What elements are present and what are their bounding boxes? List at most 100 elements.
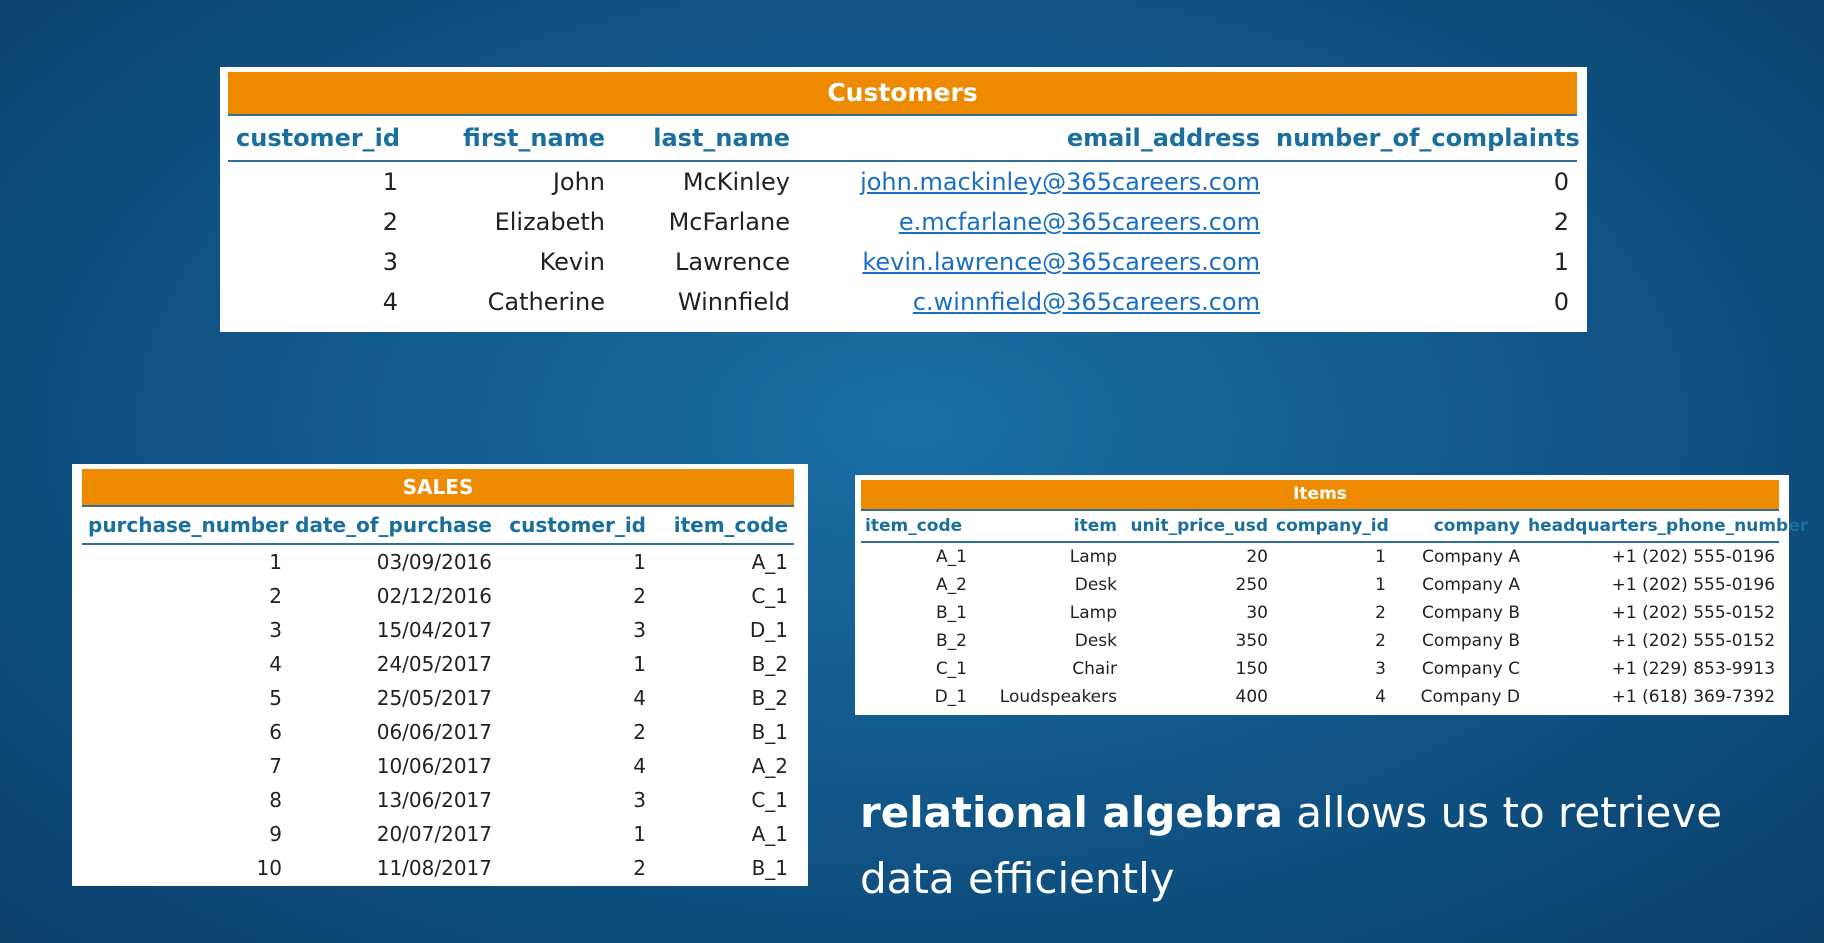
column-header: company	[1390, 510, 1524, 543]
table-cell: 06/06/2017	[376, 720, 492, 744]
table-cell: 1	[1375, 575, 1386, 595]
table-row: A_1 Lamp 20 1 Company A +1 (202) 555-0196	[861, 542, 1779, 571]
table-row: 3 Kevin Lawrence kevin.lawrence@365caree…	[228, 242, 1577, 282]
table-row: 8 13/06/2017 3 C_1	[82, 783, 794, 817]
table-cell: 9	[269, 822, 282, 846]
email-link[interactable]: john.mackinley@365careers.com	[860, 168, 1260, 196]
table-cell: +1 (202) 555-0196	[1611, 547, 1776, 567]
items-table: Items item_code item unit_price_usd comp…	[861, 480, 1808, 711]
table-cell: 1	[633, 550, 646, 574]
table-cell: Winnfield	[677, 288, 790, 316]
table-cell: 8	[269, 788, 282, 812]
table-cell: B_1	[751, 720, 789, 744]
table-cell: Company B	[1422, 603, 1520, 623]
slide-caption: relational algebra allows us to retrieve…	[860, 780, 1800, 912]
column-header: company_id	[1272, 510, 1390, 543]
table-row: 3 15/04/2017 3 D_1	[82, 613, 794, 647]
table-row: 4 Catherine Winnfield c.winnfield@365car…	[228, 282, 1577, 322]
table-row: 6 06/06/2017 2 B_1	[82, 715, 794, 749]
table-row: B_1 Lamp 30 2 Company B +1 (202) 555-0152	[861, 599, 1779, 627]
table-cell: 3	[382, 248, 398, 276]
table-cell: 2	[633, 720, 646, 744]
table-cell: +1 (618) 369-7392	[1611, 687, 1776, 707]
table-cell: 20	[1246, 547, 1268, 567]
column-header: purchase_number	[82, 506, 289, 545]
table-cell: 24/05/2017	[376, 652, 492, 676]
customers-header-row: customer_id first_name last_name email_a…	[228, 115, 1580, 162]
table-cell: 1	[382, 168, 398, 196]
table-cell: Catherine	[487, 288, 605, 316]
table-cell: A_2	[936, 575, 967, 595]
email-link[interactable]: kevin.lawrence@365careers.com	[862, 248, 1260, 276]
table-cell: Kevin	[539, 248, 605, 276]
table-row: 4 24/05/2017 1 B_2	[82, 647, 794, 681]
column-header: first_name	[406, 115, 613, 162]
column-header: item_code	[652, 506, 795, 545]
table-row: D_1 Loudspeakers 400 4 Company D +1 (618) 369…	[861, 683, 1779, 711]
table-cell: D_1	[749, 618, 789, 642]
items-table-panel: Items item_code item unit_price_usd comp…	[855, 475, 1808, 715]
table-cell: 4	[633, 686, 646, 710]
table-cell: 30	[1246, 603, 1268, 623]
caption-bold-text: relational algebra	[860, 788, 1283, 837]
table-row: 5 25/05/2017 4 B_2	[82, 681, 794, 715]
sales-table-panel: SALES purchase_number date_of_purchase c…	[72, 464, 808, 886]
table-row: A_2 Desk 250 1 Company A +1 (202) 555-0196	[861, 571, 1779, 599]
email-link[interactable]: c.winnfield@365careers.com	[912, 288, 1260, 316]
email-link[interactable]: e.mcfarlane@365careers.com	[898, 208, 1260, 236]
table-cell: 2	[633, 584, 646, 608]
table-cell: 250	[1235, 575, 1268, 595]
table-row: C_1 Chair 150 3 Company C +1 (229) 853-9913	[861, 655, 1779, 683]
table-cell: 4	[382, 288, 398, 316]
table-cell: D_1	[934, 687, 967, 707]
table-cell: 2	[1375, 631, 1386, 651]
customers-table-panel: Customers customer_id first_name last_na…	[220, 67, 1587, 332]
table-cell: 4	[633, 754, 646, 778]
items-title: Items	[861, 480, 1780, 511]
table-cell: B_2	[936, 631, 967, 651]
table-cell: A_1	[751, 550, 789, 574]
table-cell: 10/06/2017	[376, 754, 492, 778]
table-cell: +1 (202) 555-0196	[1611, 575, 1776, 595]
table-cell: 350	[1235, 631, 1268, 651]
table-cell: Company A	[1422, 575, 1520, 595]
table-row: 2 02/12/2016 2 C_1	[82, 579, 794, 613]
table-cell: B_1	[936, 603, 967, 623]
table-cell: 7	[269, 754, 282, 778]
table-cell: 4	[1375, 687, 1386, 707]
table-cell: 10	[256, 856, 282, 880]
table-cell: 2	[382, 208, 398, 236]
items-header-row: item_code item unit_price_usd company_id…	[861, 510, 1808, 543]
table-cell: 4	[269, 652, 282, 676]
column-header: headquarters_phone_number	[1524, 510, 1808, 543]
sales-header-row: purchase_number date_of_purchase custome…	[82, 506, 795, 545]
table-cell: 6	[269, 720, 282, 744]
table-cell: +1 (202) 555-0152	[1611, 603, 1776, 623]
table-cell: B_2	[751, 652, 789, 676]
customers-title: Customers	[228, 72, 1578, 116]
table-cell: Company A	[1422, 547, 1520, 567]
table-cell: Lawrence	[675, 248, 790, 276]
table-cell: Desk	[1074, 631, 1117, 651]
table-row: 2 Elizabeth McFarlane e.mcfarlane@365car…	[228, 202, 1577, 242]
caption-text: allows us to retrieve data efficiently	[860, 788, 1723, 903]
table-cell: B_2	[751, 686, 789, 710]
table-cell: John	[552, 168, 605, 196]
column-header: unit_price_usd	[1121, 510, 1272, 543]
table-row: 1 John McKinley john.mackinley@365career…	[228, 161, 1577, 202]
table-cell: 2	[1553, 208, 1570, 236]
table-cell: 3	[269, 618, 282, 642]
column-header: customer_id	[498, 506, 652, 545]
table-cell: A_1	[751, 822, 789, 846]
column-header: item	[971, 510, 1121, 543]
column-header: email_address	[798, 115, 1268, 162]
table-cell: A_2	[751, 754, 789, 778]
table-cell: Company C	[1421, 659, 1520, 679]
table-cell: Lamp	[1069, 547, 1117, 567]
column-header: item_code	[861, 510, 971, 543]
table-cell: 150	[1235, 659, 1268, 679]
table-cell: A_1	[936, 547, 967, 567]
column-header: last_name	[613, 115, 798, 162]
table-row: B_2 Desk 350 2 Company B +1 (202) 555-0152	[861, 627, 1779, 655]
table-cell: 3	[1375, 659, 1386, 679]
